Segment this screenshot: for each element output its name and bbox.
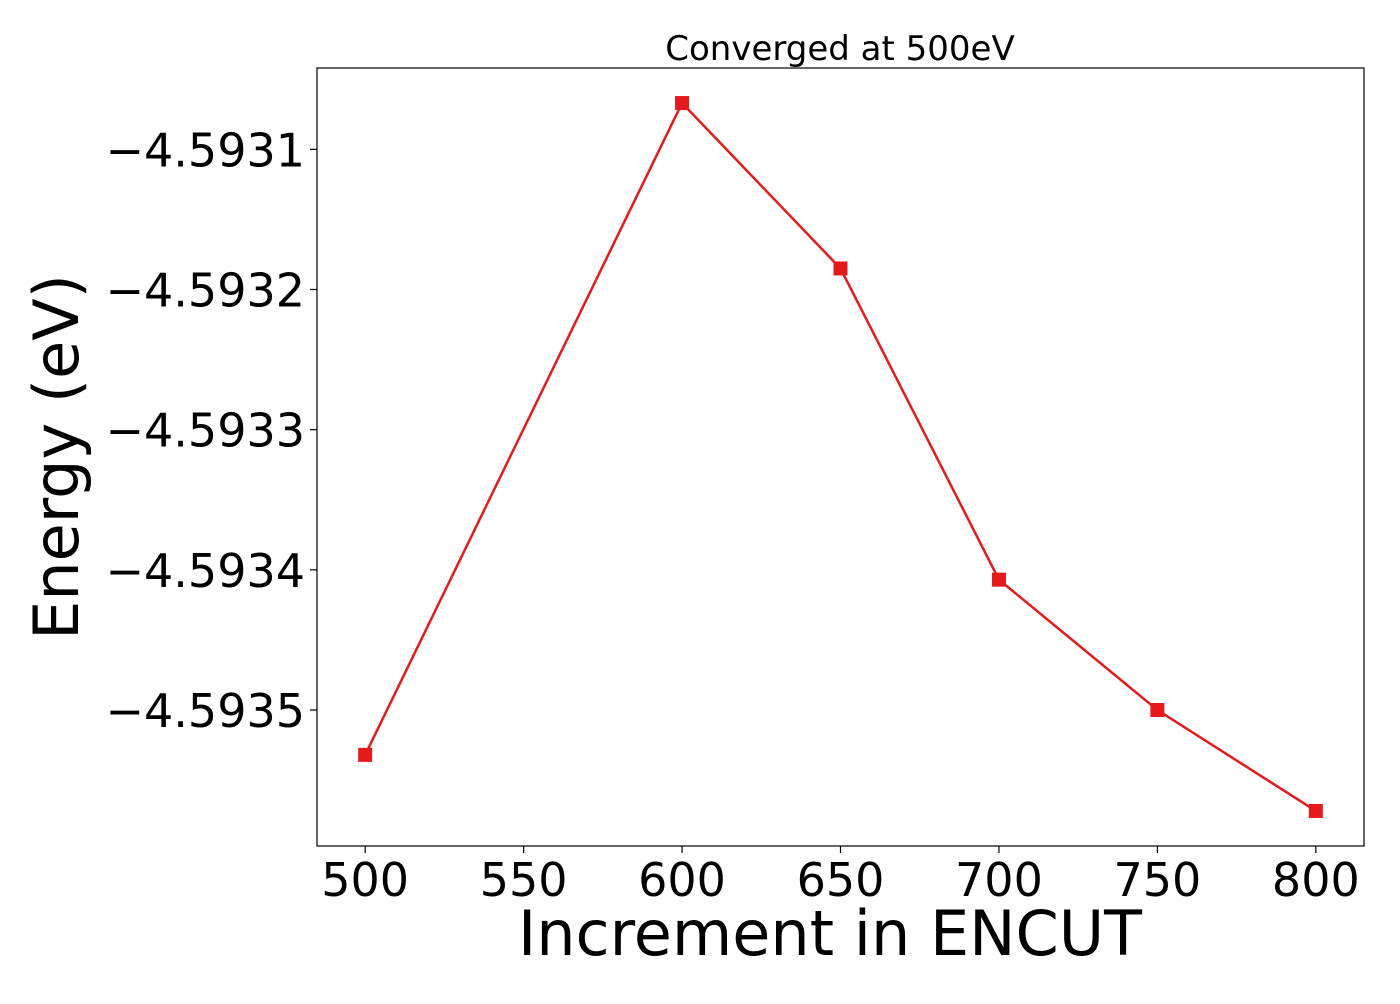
x-tick-label: 700	[955, 853, 1043, 907]
y-tick-label: −4.5931	[106, 123, 306, 177]
plot-background	[317, 68, 1364, 846]
plot-frame	[316, 67, 1365, 847]
x-tick-label: 750	[1113, 853, 1201, 907]
x-tick-label: 500	[321, 853, 409, 907]
y-axis-ticks: −4.5931 −4.5932 −4.5933 −4.5934 −4.5935	[106, 123, 317, 738]
x-axis-label: Increment in ENCUT	[518, 897, 1143, 970]
y-axis-label: Energy (eV)	[20, 274, 93, 640]
x-tick-label: 650	[797, 853, 885, 907]
y-tick-label: −4.5934	[106, 544, 306, 598]
y-tick-label: −4.5933	[106, 404, 306, 458]
data-point-marker	[675, 96, 690, 111]
x-tick-label: 600	[638, 853, 726, 907]
x-tick-label: 550	[480, 853, 568, 907]
data-point-marker	[991, 572, 1006, 587]
x-tick-label: 800	[1272, 853, 1360, 907]
y-tick-label: −4.5935	[106, 684, 306, 738]
x-axis-ticks: 500 550 600 650 700 750 800	[321, 846, 1360, 907]
data-point-marker	[833, 261, 848, 276]
chart-title: Converged at 500eV	[665, 29, 1014, 69]
data-point-marker	[1150, 703, 1165, 718]
y-tick-label: −4.5932	[106, 263, 306, 317]
data-point-marker	[1308, 803, 1323, 818]
series-line	[364, 100, 1317, 813]
data-point-marker	[358, 747, 373, 762]
series-layer	[358, 96, 1323, 818]
